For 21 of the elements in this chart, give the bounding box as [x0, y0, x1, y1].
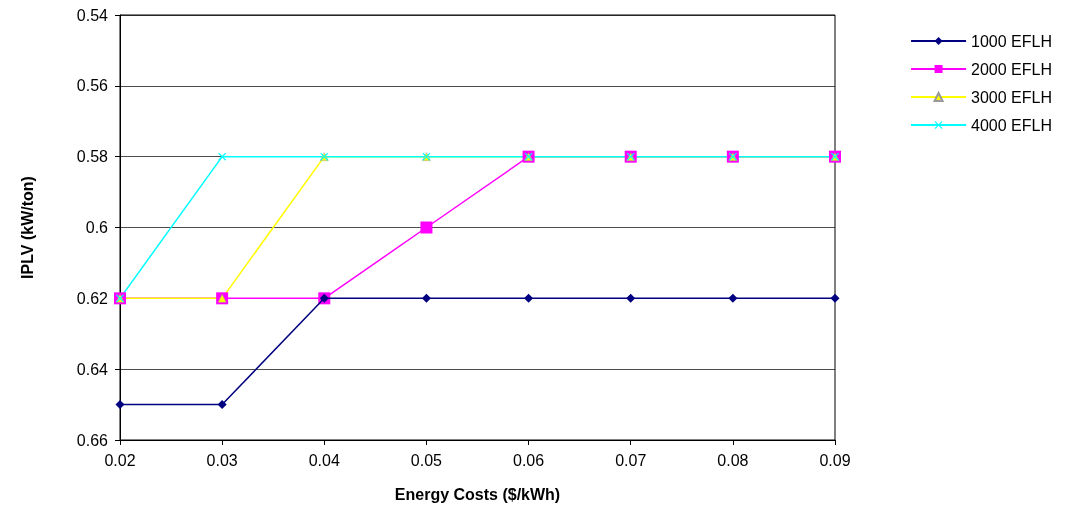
y-tick-label: 0.6: [85, 219, 109, 236]
y-tick-label: 0.54: [76, 6, 109, 24]
legend-label: 2000 EFLH: [971, 60, 1052, 78]
legend-label: 1000 EFLH: [971, 32, 1052, 50]
x-tick-label: 0.02: [104, 451, 136, 469]
x-tick-label: 0.03: [206, 451, 238, 469]
y-tick-label: 0.64: [76, 360, 109, 378]
x-tick-label: 0.08: [717, 451, 749, 469]
x-axis-title: Energy Costs ($/kWh): [394, 485, 561, 503]
x-tick-label: 0.09: [819, 451, 851, 469]
legend-label: 4000 EFLH: [971, 116, 1052, 134]
x-tick-label: 0.06: [513, 451, 545, 469]
x-tick-label: 0.05: [410, 451, 443, 469]
y-tick-label: 0.62: [76, 289, 109, 307]
legend-label: 3000 EFLH: [971, 88, 1052, 106]
y-tick-label: 0.58: [76, 148, 109, 166]
x-tick-label: 0.07: [615, 451, 647, 469]
y-tick-label: 0.56: [76, 77, 109, 95]
x-tick-label: 0.04: [308, 451, 340, 469]
y-tick-label: 0.66: [76, 431, 109, 449]
y-axis-title: IPLV (kW/ton): [18, 176, 36, 279]
